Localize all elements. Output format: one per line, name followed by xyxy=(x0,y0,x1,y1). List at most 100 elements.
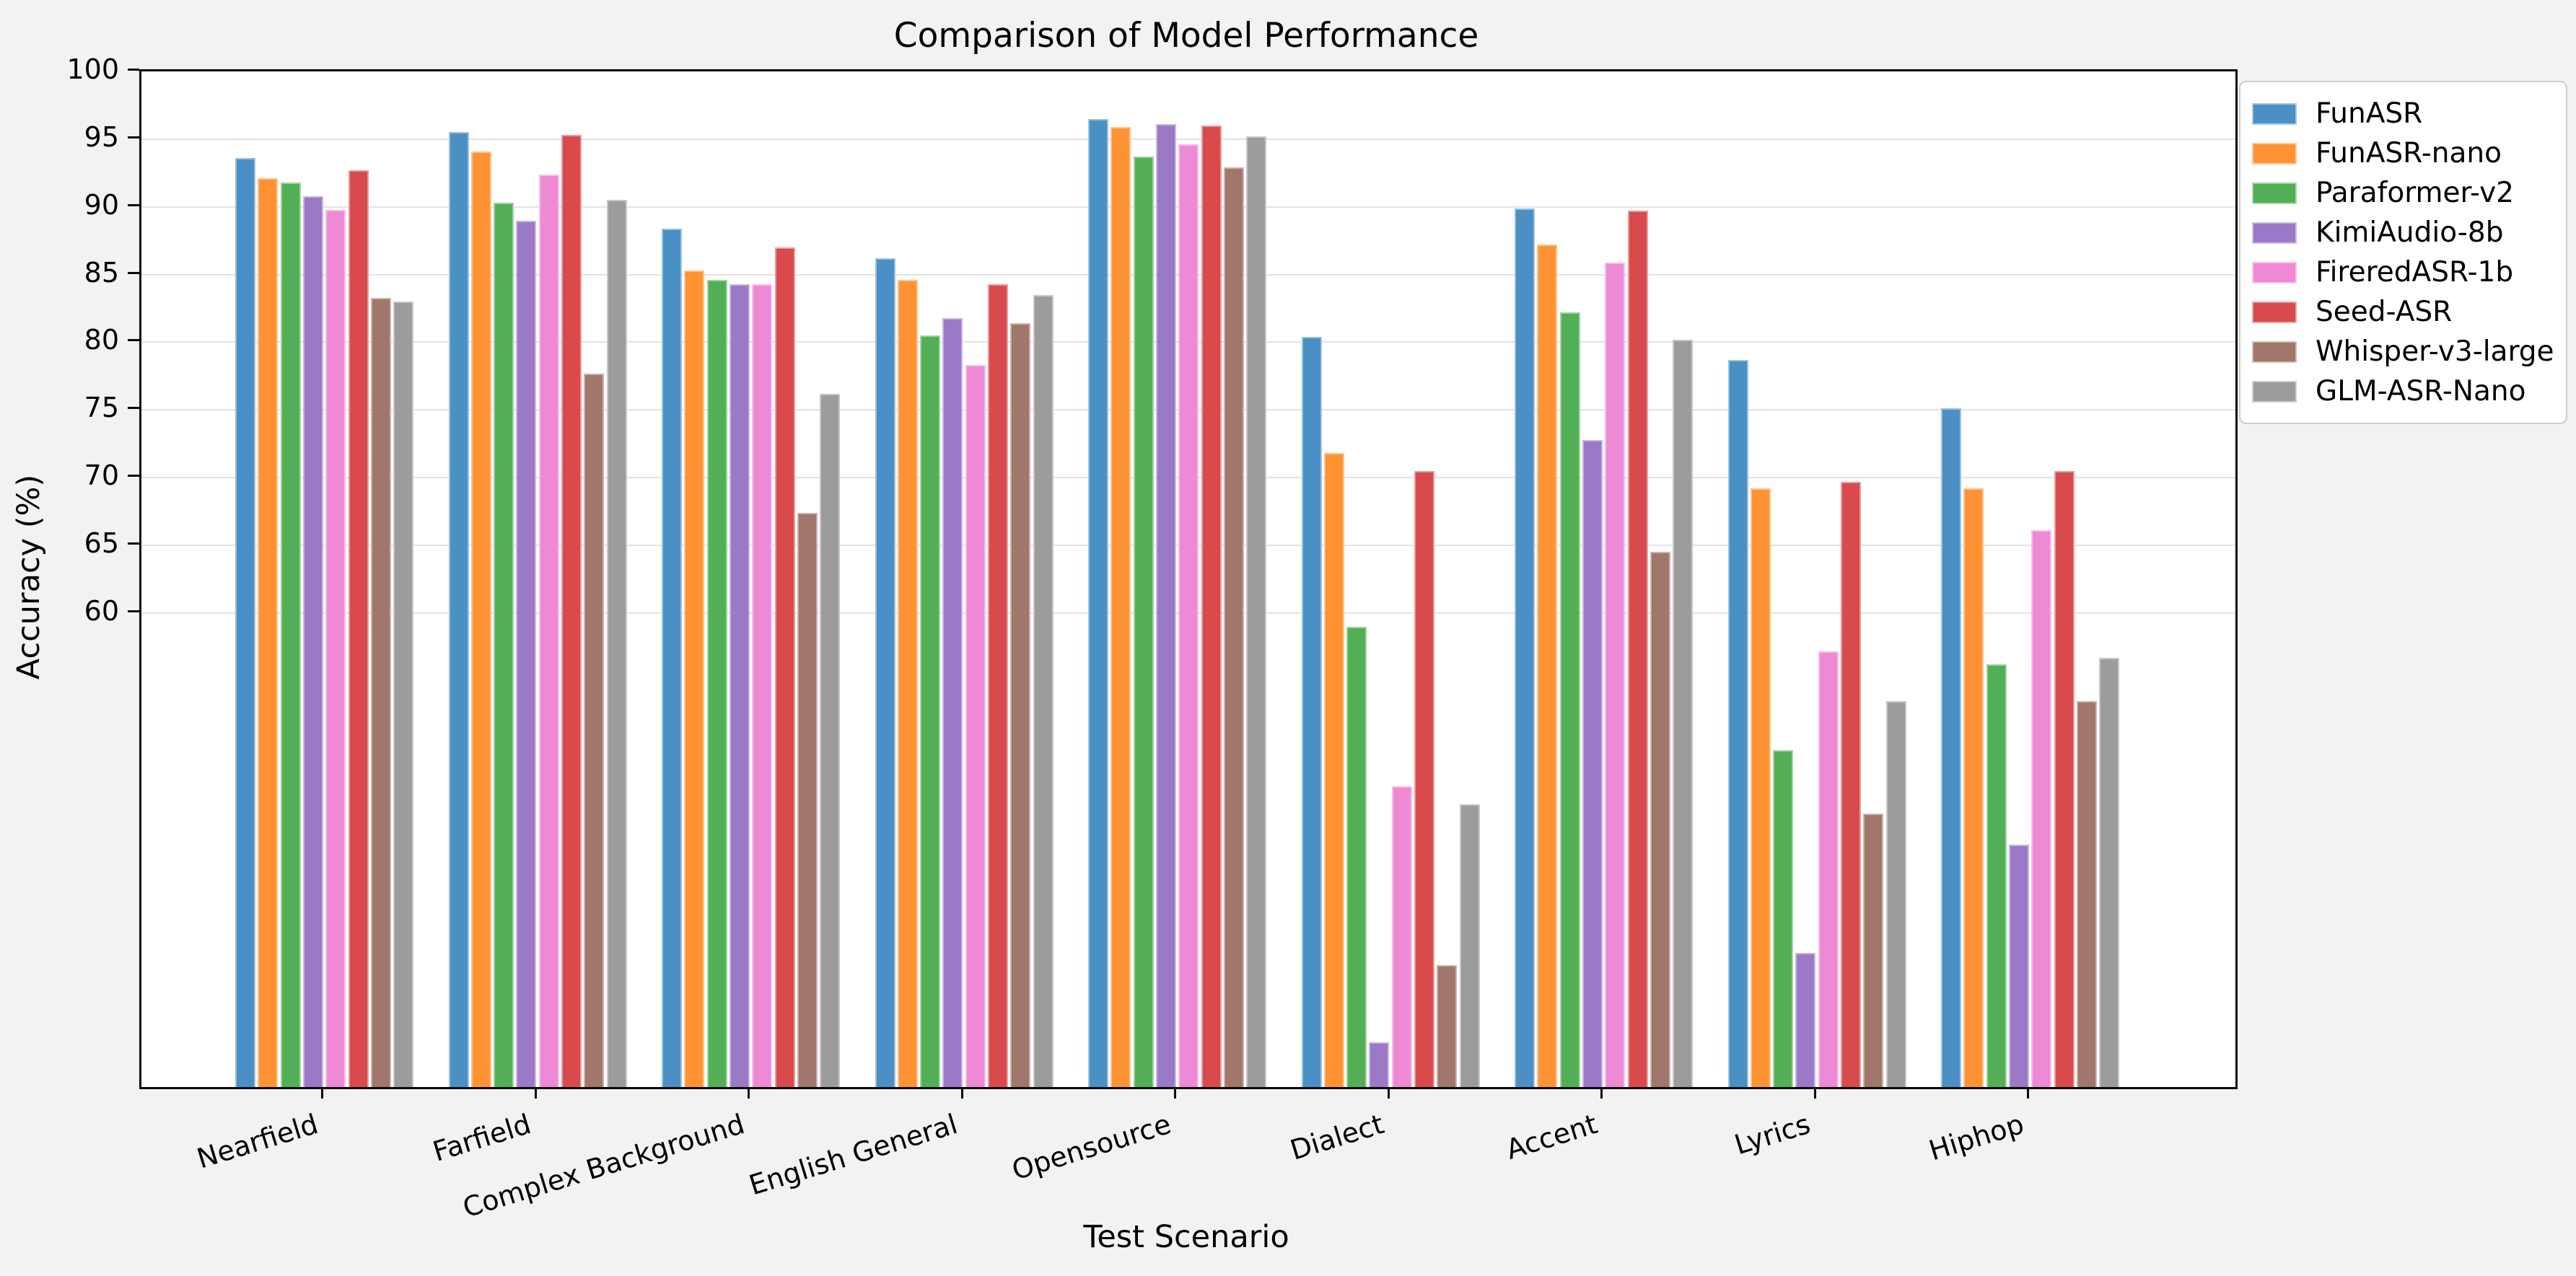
gridline-y-95 xyxy=(141,138,2235,140)
bar-Whisper-v3-large-Lyrics xyxy=(1863,813,1884,1087)
legend-label-Seed-ASR: Seed-ASR xyxy=(2316,296,2453,328)
bar-KimiAudio-8b-Dialect xyxy=(1369,1042,1390,1087)
x-tick-label-hiphop: Hiphop xyxy=(1924,1108,2028,1167)
x-tick-mark-Accent xyxy=(1600,1087,1603,1099)
bar-Seed-ASR-Nearfield xyxy=(348,170,369,1087)
x-tick-mark-Lyrics xyxy=(1813,1087,1816,1099)
x-tick-label-farfield: Farfield xyxy=(429,1108,535,1168)
bar-GLM-ASR-Nano-Hiphop xyxy=(2099,657,2120,1087)
y-tick-label-65: 65 xyxy=(84,527,119,560)
y-tick-label-70: 70 xyxy=(84,459,119,492)
bar-FunASR-English General xyxy=(875,258,895,1087)
bar-FunASR-nano-Opensource xyxy=(1110,126,1131,1087)
legend-swatch-FunASR xyxy=(2252,102,2297,125)
bar-GLM-ASR-Nano-Opensource xyxy=(1246,136,1267,1087)
bar-Paraformer-v2-English General xyxy=(920,335,941,1087)
bar-FireredASR-1b-Opensource xyxy=(1178,144,1199,1087)
legend-entry-Whisper-v3-large: Whisper-v3-large xyxy=(2252,332,2566,371)
bar-KimiAudio-8b-Complex Background xyxy=(729,283,750,1087)
bar-FunASR-nano-English General xyxy=(897,280,918,1087)
legend-label-KimiAudio-8b: KimiAudio-8b xyxy=(2316,216,2504,249)
legend-label-Paraformer-v2: Paraformer-v2 xyxy=(2316,177,2514,209)
bar-Paraformer-v2-Farfield xyxy=(494,203,514,1087)
legend-label-FunASR-nano: FunASR-nano xyxy=(2316,137,2502,170)
legend-swatch-GLM-ASR-Nano xyxy=(2252,380,2297,402)
bar-FireredASR-1b-Farfield xyxy=(538,174,559,1087)
bar-Whisper-v3-large-English General xyxy=(1010,323,1031,1087)
bar-Whisper-v3-large-Opensource xyxy=(1223,167,1244,1087)
legend-label-GLM-ASR-Nano: GLM-ASR-Nano xyxy=(2316,375,2526,408)
bar-Seed-ASR-Lyrics xyxy=(1841,481,1861,1087)
legend: FunASR FunASR-nano Paraformer-v2 KimiAudio-… xyxy=(2239,81,2567,424)
y-tick-label-100: 100 xyxy=(66,53,119,85)
legend-entry-FireredASR-1b: FireredASR-1b xyxy=(2252,252,2566,292)
bar-GLM-ASR-Nano-English General xyxy=(1033,294,1053,1087)
bar-Whisper-v3-large-Hiphop xyxy=(2076,700,2097,1087)
legend-label-FireredASR-1b: FireredASR-1b xyxy=(2316,256,2514,289)
y-tick-mark-70 xyxy=(128,475,139,478)
bar-FireredASR-1b-Nearfield xyxy=(325,209,346,1087)
legend-entry-FunASR-nano: FunASR-nano xyxy=(2252,133,2566,173)
bar-KimiAudio-8b-English General xyxy=(942,317,963,1087)
bar-KimiAudio-8b-Accent xyxy=(1582,439,1603,1087)
bar-FireredASR-1b-Hiphop xyxy=(2031,530,2052,1087)
x-tick-label-nearfield: Nearfield xyxy=(193,1108,322,1175)
bar-FunASR-Dialect xyxy=(1301,336,1322,1087)
bar-Seed-ASR-Farfield xyxy=(561,135,582,1087)
y-tick-mark-65 xyxy=(128,542,139,545)
x-tick-mark-English General xyxy=(960,1087,963,1099)
x-tick-mark-Farfield xyxy=(534,1087,537,1099)
bar-GLM-ASR-Nano-Complex Background xyxy=(820,393,841,1087)
y-tick-label-85: 85 xyxy=(84,256,119,289)
y-tick-mark-85 xyxy=(128,271,139,274)
y-tick-mark-100 xyxy=(128,69,139,71)
bar-Seed-ASR-Hiphop xyxy=(2054,470,2075,1087)
bar-Paraformer-v2-Accent xyxy=(1559,312,1580,1087)
y-tick-label-80: 80 xyxy=(84,324,119,356)
x-tick-mark-Hiphop xyxy=(2027,1087,2030,1099)
x-tick-label-opensource: Opensource xyxy=(1007,1108,1175,1187)
y-tick-label-90: 90 xyxy=(84,188,119,221)
legend-swatch-KimiAudio-8b xyxy=(2252,221,2297,244)
bar-GLM-ASR-Nano-Accent xyxy=(1673,339,1694,1087)
legend-entry-KimiAudio-8b: KimiAudio-8b xyxy=(2252,213,2566,252)
bar-KimiAudio-8b-Farfield xyxy=(516,220,537,1087)
bar-Seed-ASR-Complex Background xyxy=(774,247,795,1087)
bar-FunASR-nano-Nearfield xyxy=(258,178,279,1087)
y-tick-mark-75 xyxy=(128,407,139,410)
bar-FunASR-nano-Lyrics xyxy=(1750,488,1771,1087)
y-tick-label-75: 75 xyxy=(84,392,119,424)
bar-Paraformer-v2-Hiphop xyxy=(1986,664,2007,1087)
x-tick-mark-Nearfield xyxy=(321,1087,324,1099)
legend-label-FunASR: FunASR xyxy=(2316,97,2423,130)
bar-KimiAudio-8b-Lyrics xyxy=(1795,953,1816,1087)
bar-FunASR-nano-Accent xyxy=(1537,245,1558,1087)
bar-Paraformer-v2-Lyrics xyxy=(1773,749,1794,1087)
bar-KimiAudio-8b-Hiphop xyxy=(2008,844,2029,1087)
bar-Whisper-v3-large-Farfield xyxy=(584,373,605,1087)
legend-swatch-Seed-ASR xyxy=(2252,301,2297,323)
y-tick-label-95: 95 xyxy=(84,120,119,153)
x-tick-mark-Complex Background xyxy=(748,1087,750,1099)
bar-KimiAudio-8b-Opensource xyxy=(1155,124,1176,1087)
bar-Whisper-v3-large-Nearfield xyxy=(370,297,391,1087)
legend-entry-Seed-ASR: Seed-ASR xyxy=(2252,292,2566,332)
bar-FunASR-Hiphop xyxy=(1941,408,1961,1087)
x-tick-mark-Opensource xyxy=(1174,1087,1177,1099)
bar-FunASR-Nearfield xyxy=(235,158,255,1087)
legend-swatch-Paraformer-v2 xyxy=(2252,182,2297,204)
bar-FunASR-nano-Complex Background xyxy=(684,270,705,1087)
bar-KimiAudio-8b-Nearfield xyxy=(302,195,323,1087)
x-tick-label-english-general: English General xyxy=(745,1108,961,1202)
bar-Seed-ASR-Opensource xyxy=(1201,126,1222,1087)
bar-FunASR-Farfield xyxy=(448,132,469,1087)
bar-FireredASR-1b-Lyrics xyxy=(1818,651,1839,1087)
legend-entry-GLM-ASR-Nano: GLM-ASR-Nano xyxy=(2252,371,2566,411)
bar-FireredASR-1b-Accent xyxy=(1605,262,1626,1087)
bar-Seed-ASR-Dialect xyxy=(1414,470,1434,1087)
plot-area xyxy=(139,69,2238,1089)
x-axis-label: Test Scenario xyxy=(1083,1219,1289,1255)
bar-Paraformer-v2-Dialect xyxy=(1346,626,1367,1087)
bar-FunASR-nano-Farfield xyxy=(470,151,491,1087)
legend-entry-Paraformer-v2: Paraformer-v2 xyxy=(2252,173,2566,213)
